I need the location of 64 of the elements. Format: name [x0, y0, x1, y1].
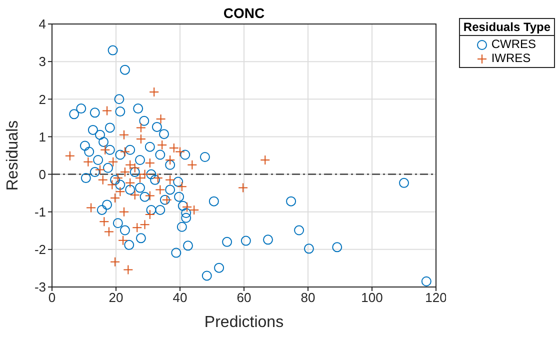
point	[123, 264, 134, 275]
y-tick-label: 1	[38, 129, 46, 144]
point	[132, 222, 142, 233]
point	[165, 155, 176, 166]
point	[165, 174, 176, 185]
point	[100, 144, 110, 155]
point	[115, 186, 126, 197]
point	[260, 155, 270, 166]
x-axis-title: Predictions	[204, 314, 284, 331]
point	[112, 173, 123, 184]
x-tick-label: 60	[236, 290, 252, 306]
x-tick-label: 100	[361, 290, 383, 306]
point	[187, 160, 198, 170]
point	[110, 256, 120, 267]
point	[102, 106, 112, 116]
point	[125, 178, 136, 188]
point	[135, 173, 145, 184]
x-tick-label: 40	[172, 290, 188, 306]
point	[107, 180, 118, 190]
y-axis-title: Residuals	[4, 120, 22, 191]
y-tick-label: -3	[34, 280, 46, 295]
legend-title: Residuals Type	[460, 19, 554, 36]
point	[83, 156, 94, 167]
x-tick-label: 80	[300, 290, 316, 306]
x-tick-label: 20	[108, 290, 124, 306]
point	[144, 209, 155, 220]
y-tick-label: -1	[34, 204, 46, 220]
point	[136, 122, 146, 133]
point	[99, 216, 110, 227]
point	[120, 167, 130, 178]
point	[136, 134, 146, 144]
point	[144, 190, 155, 201]
point	[119, 130, 129, 140]
legend-label: CWRES	[490, 37, 538, 51]
point	[238, 182, 248, 193]
point	[144, 158, 155, 168]
point	[86, 202, 96, 213]
point	[140, 220, 150, 230]
point	[108, 156, 118, 167]
y-tick-label: 4	[38, 16, 46, 32]
point	[104, 226, 114, 237]
chart-title: CONC	[223, 5, 265, 21]
point	[155, 184, 166, 195]
point	[149, 87, 160, 98]
point	[157, 140, 168, 150]
point	[156, 114, 166, 124]
point	[95, 164, 105, 175]
point	[64, 150, 75, 161]
x-tick-label: 0	[48, 290, 56, 306]
point	[152, 173, 163, 184]
point	[119, 206, 129, 217]
y-tick-label: 0	[38, 166, 46, 182]
point	[118, 235, 128, 246]
point	[140, 169, 150, 180]
point	[176, 182, 187, 192]
point	[98, 174, 108, 185]
y-tick-label: -2	[34, 242, 46, 258]
point	[130, 190, 140, 200]
point	[110, 192, 120, 203]
legend-label: IWRES	[490, 51, 532, 65]
point	[120, 146, 130, 157]
x-tick-label: 120	[425, 290, 447, 306]
y-tick-label: 3	[38, 54, 46, 70]
y-tick-label: 2	[38, 92, 46, 107]
